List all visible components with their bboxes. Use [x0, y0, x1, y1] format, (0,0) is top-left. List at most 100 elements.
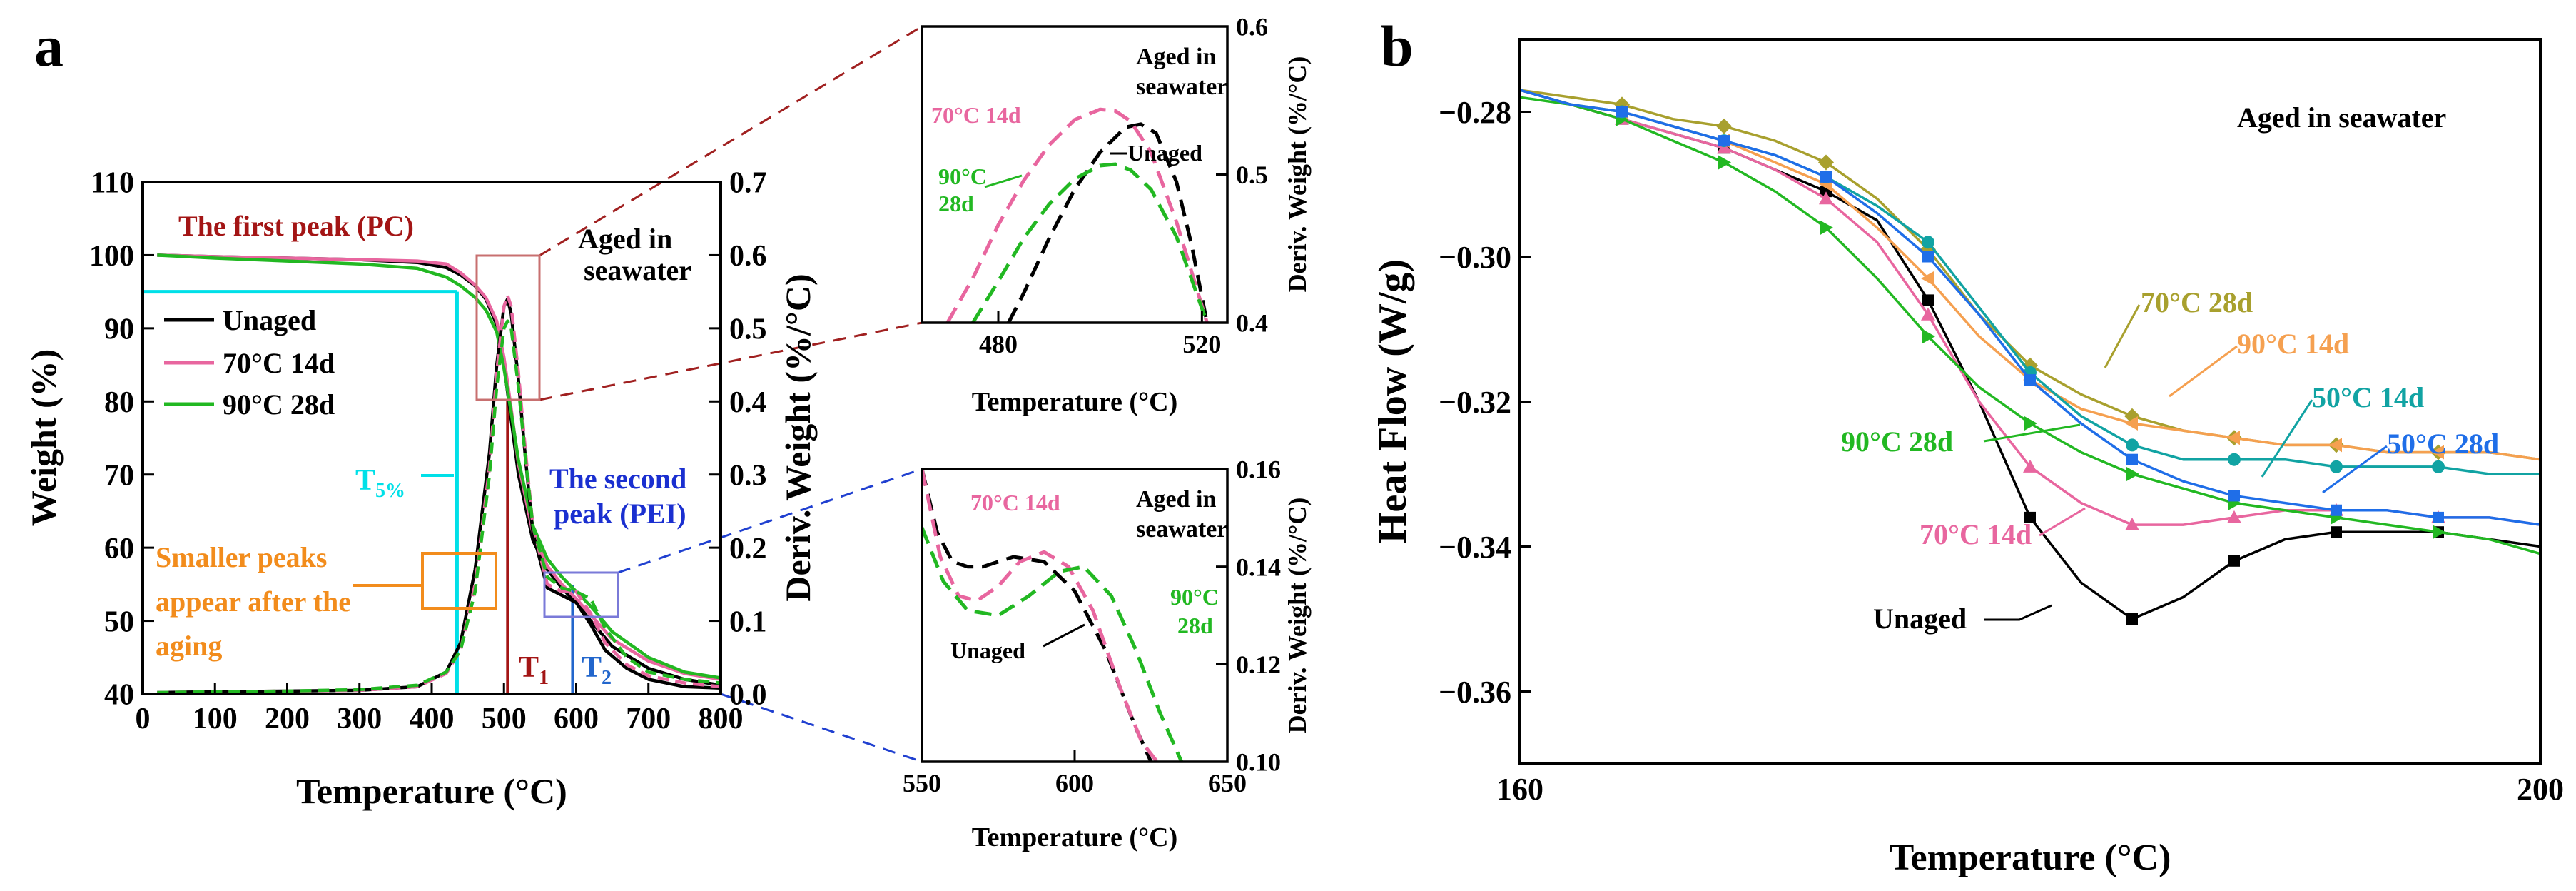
- inset-bottom-label-90-28-line2: 28d: [1177, 613, 1213, 638]
- inset-bottom-aged-line2: seawater: [1136, 516, 1227, 543]
- heat-flow-marker-c90_14-8: [1921, 271, 1934, 286]
- zoom-line-top-2: [539, 321, 923, 401]
- panel-a-x-label: Temperature (°C): [296, 771, 567, 811]
- heat-flow-marker-c50_14-18: [2432, 460, 2445, 473]
- inset-top-y-label: Deriv. Weight (%/°C): [1283, 56, 1312, 293]
- inset-bottom-aged-line1: Aged in: [1136, 486, 1217, 513]
- inset-top: 480 520 0.4 0.5 0.6 Temperature (°C) Deriv. …: [921, 13, 1312, 417]
- heat-flow-marker-c70_14-8: [1921, 307, 1935, 321]
- it-x-label-520: 520: [1182, 330, 1221, 358]
- inset-top-label-90-28-line1: 90°C: [938, 163, 987, 189]
- label-90-14: 90°C 14d: [2237, 328, 2349, 360]
- a-y2-label-0.4: 0.4: [729, 386, 767, 419]
- inset-bottom-curve-unaged: [922, 469, 1153, 762]
- zoom-line-top-1: [539, 25, 923, 257]
- a-y2-label-0.1: 0.1: [729, 605, 767, 638]
- arrow-70-28: [2104, 304, 2141, 368]
- b-y-label--0.34: −0.34: [1439, 530, 1511, 565]
- t2-label-sub: 2: [602, 667, 612, 689]
- arrow-unaged: [1984, 604, 2052, 621]
- panel-b-y-label: Heat Flow (W/g): [1371, 259, 1415, 543]
- heat-flow-marker-c90_28-18: [2433, 525, 2445, 540]
- heat-flow-marker-c90_14-14: [2227, 431, 2240, 446]
- heat-flow-marker-unaged-8: [1922, 294, 1934, 306]
- second-peak-annotation-line2: peak (PEI): [554, 498, 686, 530]
- a-y-label-90: 90: [104, 313, 134, 346]
- a-y-label-40: 40: [104, 679, 134, 712]
- b-x-label-200: 200: [2517, 772, 2564, 807]
- label-70-14: 70°C 14d: [1920, 518, 2032, 550]
- heat-flow-series-c90_28: [1520, 96, 2540, 555]
- a-y-label-60: 60: [104, 533, 134, 565]
- zoom-line-bottom-2: [720, 693, 923, 763]
- a-y-label-100: 100: [89, 240, 134, 273]
- heat-flow-marker-c50_28-2: [1616, 106, 1628, 118]
- arrow-50-28: [2322, 445, 2388, 494]
- b-x-label-160: 160: [1496, 772, 1543, 807]
- inset-bottom-curves: [922, 469, 1184, 762]
- second-peak-annotation-line1: The second: [549, 463, 686, 495]
- t1-label-sub: 1: [539, 667, 549, 689]
- inset-top-ticks: 480 520 0.4 0.5 0.6: [979, 13, 1268, 358]
- a-y2-label-0: 0.0: [729, 679, 767, 712]
- a-x-label-0: 0: [136, 703, 151, 735]
- heat-flow-marker-c70_14-14: [2227, 510, 2241, 523]
- heat-flow-marker-c90_14-12: [2125, 416, 2138, 431]
- smaller-peaks-line1: Smaller peaks: [156, 541, 327, 573]
- label-50-28: 50°C 28d: [2387, 428, 2499, 460]
- heat-flow-marker-c50_14-8: [1922, 236, 1934, 249]
- it-x-label-480: 480: [979, 330, 1018, 358]
- panel-a-ticks: 0 100 200 300 400 500 600 700 800 40 50 60 70 80 90 100…: [89, 167, 767, 735]
- heat-flow-marker-unaged-12: [2126, 613, 2138, 625]
- a-x-label-400: 400: [410, 703, 455, 735]
- ib-x-label-550: 550: [903, 769, 941, 797]
- a-y2-label-0.5: 0.5: [729, 313, 767, 346]
- panel-a-legend: Unaged 70°C 14d 90°C 28d: [164, 304, 335, 421]
- label-90-28: 90°C 28d: [1841, 426, 1953, 458]
- zoom-line-bottom-1: [617, 468, 923, 574]
- ib-y-label-0.16: 0.16: [1236, 455, 1281, 484]
- a-y2-label-0.7: 0.7: [729, 167, 767, 200]
- a-x-label-800: 800: [699, 703, 744, 735]
- panel-a-y-label: Weight (%): [24, 349, 64, 527]
- inset-bottom-y-label: Deriv. Weight (%/°C): [1283, 498, 1312, 734]
- arrow-90-14: [2169, 345, 2238, 398]
- heat-flow-marker-c50_28-18: [2433, 511, 2444, 523]
- b-y-label--0.28: −0.28: [1439, 95, 1511, 130]
- a-x-label-200: 200: [265, 703, 310, 735]
- heat-flow-marker-c70_14-12: [2125, 518, 2139, 531]
- arrow-90-28: [1983, 423, 2081, 443]
- heat-flow-marker-c50_28-6: [1820, 171, 1832, 183]
- heat-flow-series-c50_28: [1520, 89, 2540, 526]
- label-70-28: 70°C 28d: [2141, 286, 2253, 318]
- arrow-70-14: [2039, 507, 2086, 537]
- heat-flow-marker-c50_28-16: [2331, 504, 2342, 516]
- heat-flow-marker-c50_28-10: [2024, 374, 2036, 386]
- heat-flow-marker-c70_28-6: [1818, 154, 1834, 171]
- smaller-peaks-line2: appear after the: [156, 585, 351, 618]
- inset-top-curves: [945, 107, 1209, 323]
- heat-flow-marker-c70_14-6: [1819, 191, 1833, 205]
- inset-bottom-label-unaged: Unaged: [950, 638, 1025, 663]
- a-y-label-80: 80: [104, 386, 134, 419]
- b-y-label--0.36: −0.36: [1439, 675, 1511, 710]
- it-y-label-0.4: 0.4: [1236, 309, 1268, 338]
- zoom-box-bottom: [543, 571, 619, 618]
- derivative-curves: [157, 293, 721, 694]
- first-peak-annotation: The first peak (PC): [178, 210, 414, 242]
- heat-flow-marker-c90_28-4: [1718, 155, 1731, 170]
- inset-bottom-label-70-14: 70°C 14d: [970, 490, 1060, 515]
- a-y-label-70: 70: [104, 459, 134, 492]
- inset-bottom-label-90-28-line1: 90°C: [1170, 584, 1219, 610]
- heat-flow-marker-c70_14-10: [2023, 459, 2037, 473]
- t2-label: T2: [582, 651, 612, 689]
- inset-bottom-curve-c90_28: [922, 527, 1184, 762]
- heat-flow-marker-c50_14-16: [2330, 460, 2343, 473]
- heat-flow-marker-unaged-10: [2024, 511, 2036, 523]
- heat-flow-marker-c50_28-4: [1718, 135, 1730, 147]
- ib-x-label-600: 600: [1055, 769, 1094, 797]
- t1-label-main: T: [519, 651, 539, 684]
- ib-y-label-0.1: 0.10: [1236, 748, 1281, 777]
- zoom-connectors: [539, 25, 923, 763]
